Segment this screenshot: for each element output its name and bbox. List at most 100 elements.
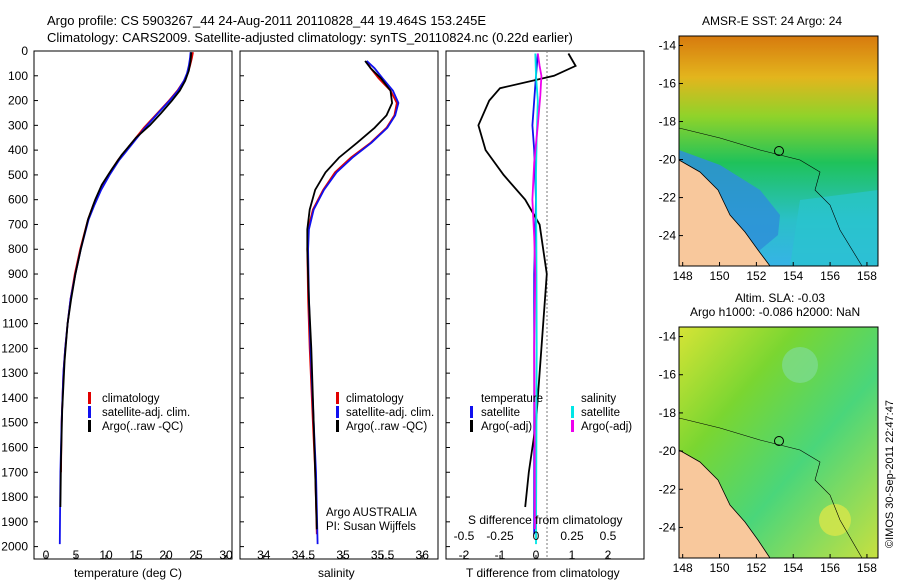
argo-position-marker xyxy=(774,146,784,156)
depth-tick-label: 700 xyxy=(8,218,28,232)
legend-temperature-heading: temperature xyxy=(481,393,543,405)
legend-sal-argo: Argo(-adj) xyxy=(581,421,632,433)
temperature-legend: climatology satellite-adj. clim. Argo(..… xyxy=(88,392,190,433)
legend-swatch-temp-argo xyxy=(470,420,473,432)
sla-map: Altim. SLA: -0.03 Argo h1000: -0.086 h20… xyxy=(659,291,879,575)
sst-axes xyxy=(678,35,879,267)
sst-land xyxy=(679,160,770,266)
lon-tick-label: 158 xyxy=(857,561,877,575)
salinity-legend: climatology satellite-adj. clim. Argo(..… xyxy=(336,392,434,433)
x-tick-label: 35.5 xyxy=(371,548,395,562)
legend-swatch-sal-argo xyxy=(571,420,574,432)
depth-tick-label: 1800 xyxy=(1,490,28,504)
depth-tick-label: 1200 xyxy=(1,341,28,355)
depth-tick-label: 300 xyxy=(8,118,28,132)
lat-tick-label: -24 xyxy=(659,229,677,243)
lat-tick-label: -14 xyxy=(659,330,677,344)
x-tick-label: 36 xyxy=(416,548,430,562)
temperature-panel: 0100200300400500600700800900100011001200… xyxy=(1,44,450,580)
legend-swatch-satellite xyxy=(88,406,91,418)
depth-tick-label: 400 xyxy=(8,143,28,157)
series-line-satellite-adj-clim- xyxy=(58,52,192,545)
lat-tick-label: -22 xyxy=(659,191,677,205)
lat-tick-label: -20 xyxy=(659,153,677,167)
legend-label-argo: Argo(..raw -QC) xyxy=(346,421,427,433)
sla-axes xyxy=(678,326,879,559)
sla-patch-1 xyxy=(782,347,818,383)
lat-tick-label: -18 xyxy=(659,406,677,420)
depth-tick-label: 1900 xyxy=(1,515,28,529)
imos-timestamp: ©IMOS 30-Sep-2011 22:47:47 xyxy=(884,400,896,548)
legend-label-climatology: climatology xyxy=(346,393,404,405)
legend-label-satellite: satellite-adj. clim. xyxy=(102,407,190,419)
sla-shelf-edge xyxy=(678,417,863,559)
t-difference-label: T difference from climatology xyxy=(466,566,620,580)
lat-tick-label: -20 xyxy=(659,444,677,458)
legend-swatch-climatology xyxy=(88,392,91,404)
x-tick-label: 1 xyxy=(569,548,576,562)
lon-tick-label: 156 xyxy=(820,561,840,575)
legend-swatch-climatology xyxy=(336,392,339,404)
depth-tick-label: 1100 xyxy=(2,317,28,331)
series-line-argo-raw-qc- xyxy=(306,60,394,530)
sla-map-title-line1: Altim. SLA: -0.03 xyxy=(735,291,825,305)
difference-legend: temperature satellite Argo(-adj) salinit… xyxy=(470,393,632,433)
sst-coastline xyxy=(678,159,771,267)
s-difference-label: S difference from climatology xyxy=(468,513,623,527)
s-diff-tick-label: -0.5 xyxy=(454,529,475,543)
sla-coastline xyxy=(678,449,771,559)
x-tick-label: 0 xyxy=(43,548,50,562)
x-tick-label: -1 xyxy=(495,548,506,562)
lon-tick-label: 150 xyxy=(709,561,729,575)
lon-tick-label: 150 xyxy=(709,269,729,283)
legend-label-argo: Argo(..raw -QC) xyxy=(102,421,183,433)
depth-tick-label: 900 xyxy=(8,267,28,281)
legend-label-satellite: satellite-adj. clim. xyxy=(346,407,434,419)
depth-tick-label: 2000 xyxy=(1,540,28,554)
s-diff-tick-label: 0.25 xyxy=(560,529,584,543)
legend-swatch-argo xyxy=(336,420,339,432)
salinity-panel: 34 34.5 35 35.5 36 salinity climatology sate… xyxy=(239,50,439,580)
s-diff-tick-label: 0 xyxy=(533,529,540,543)
depth-tick-label: 100 xyxy=(8,69,28,83)
lon-tick-label: 154 xyxy=(783,561,803,575)
legend-swatch-argo xyxy=(88,420,91,432)
depth-tick-label: 800 xyxy=(8,242,28,256)
depth-tick-label: 500 xyxy=(8,168,28,182)
salinity-xlabel: salinity xyxy=(318,566,355,580)
lat-tick-label: -16 xyxy=(659,77,677,91)
legend-temp-argo: Argo(-adj) xyxy=(481,421,532,433)
series-line-salinity-satellite xyxy=(534,53,539,545)
x-tick-label: 10 xyxy=(99,548,113,562)
depth-tick-label: 200 xyxy=(8,94,28,108)
depth-tick-label: 1700 xyxy=(1,465,28,479)
series-line-salinity-argo-adj- xyxy=(531,53,543,530)
depth-tick-label: 1400 xyxy=(1,391,28,405)
sst-shelf-edge xyxy=(678,127,863,267)
legend-swatch-temp-satellite xyxy=(470,406,473,418)
lat-tick-label: -14 xyxy=(659,39,677,53)
lat-tick-label: -22 xyxy=(659,482,677,496)
figure-title-line2: Climatology: CARS2009. Satellite-adjuste… xyxy=(47,30,573,45)
s-diff-tick-label: 0.5 xyxy=(600,529,617,543)
lat-tick-label: -24 xyxy=(659,521,677,535)
temperature-axes xyxy=(33,50,233,560)
lat-tick-label: -16 xyxy=(659,368,677,382)
depth-tick-label: 1500 xyxy=(1,416,28,430)
x-tick-label: 34.5 xyxy=(292,548,316,562)
x-tick-label: 2 xyxy=(605,548,612,562)
s-diff-tick-label: -0.25 xyxy=(486,529,514,543)
salinity-axes xyxy=(239,50,439,560)
sla-patch-2 xyxy=(819,504,851,536)
x-tick-label: 30 xyxy=(219,548,233,562)
temperature-xlabel: temperature (deg C) xyxy=(74,566,182,580)
lon-tick-label: 148 xyxy=(673,269,693,283)
credit-pi: PI: Susan Wijffels xyxy=(326,521,416,533)
sla-land xyxy=(679,450,770,558)
difference-axes xyxy=(445,50,645,560)
sst-map: AMSR-E SST: 24 Argo: 24 148 150 152 154 156 1… xyxy=(659,14,879,283)
depth-tick-label: 1600 xyxy=(1,441,28,455)
lon-tick-label: 158 xyxy=(857,269,877,283)
x-tick-label: 15 xyxy=(129,548,143,562)
